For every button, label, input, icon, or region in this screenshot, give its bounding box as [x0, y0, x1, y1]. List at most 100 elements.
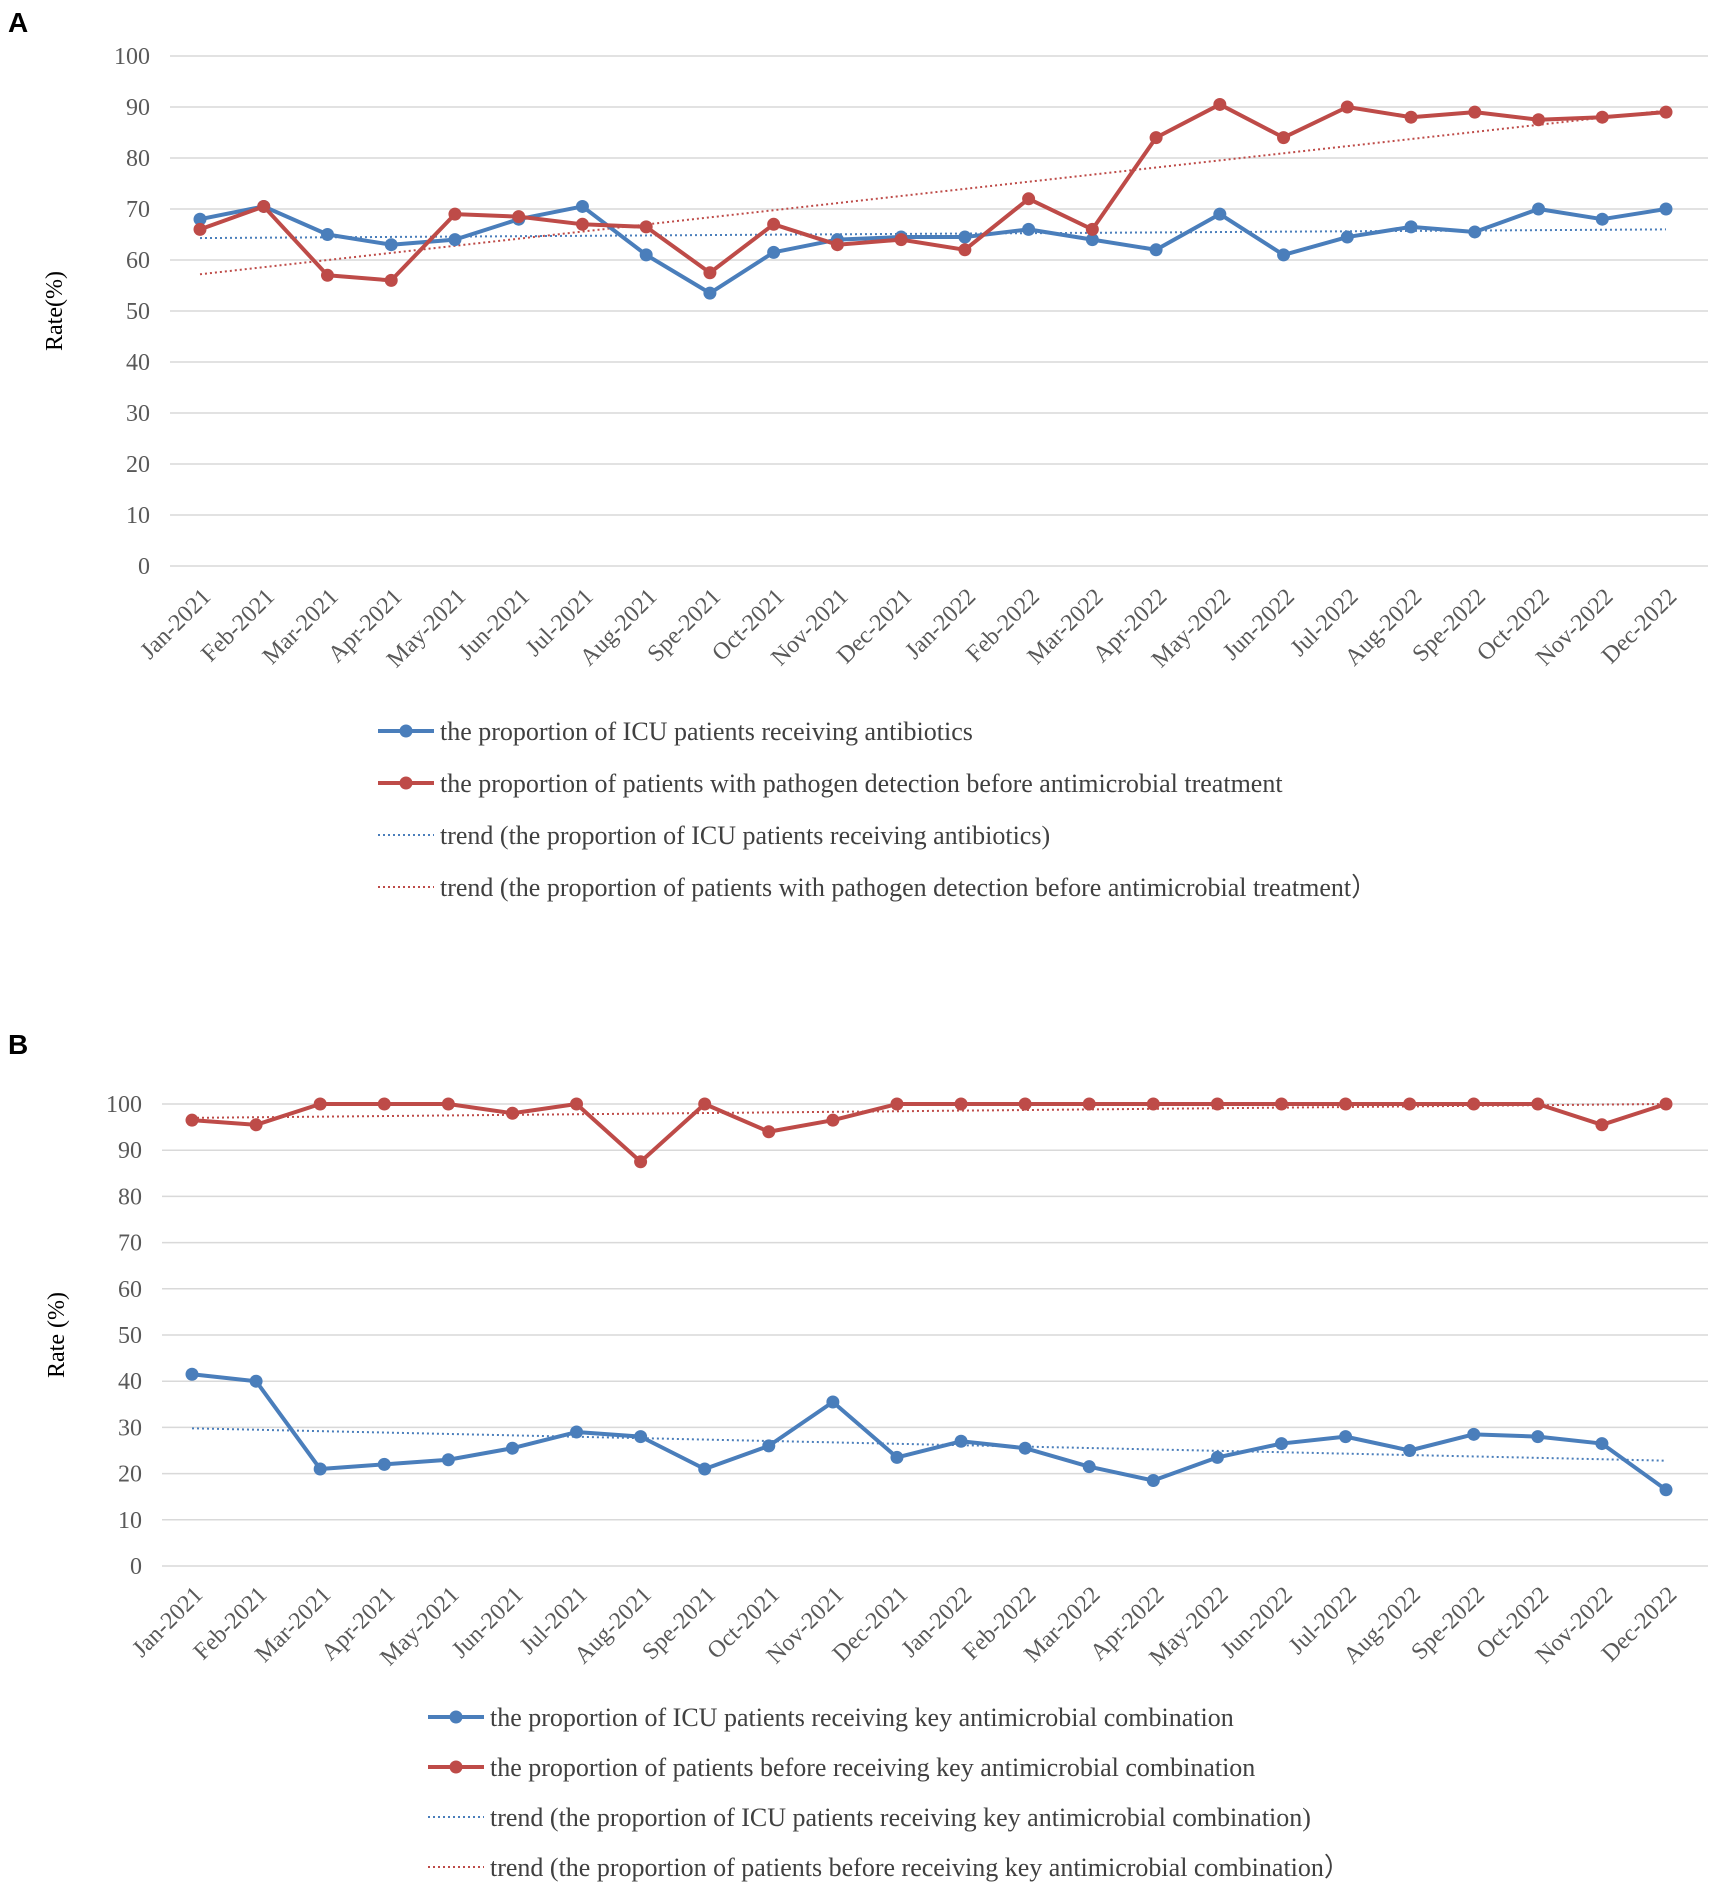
series-line — [199, 102, 1667, 283]
data-point — [193, 222, 207, 236]
trend-line — [199, 228, 1667, 240]
trend-line — [191, 1427, 1667, 1462]
trend-line — [199, 109, 1667, 276]
data-point — [890, 1450, 904, 1464]
data-point — [1022, 222, 1036, 236]
data-point — [767, 217, 781, 231]
data-point — [639, 220, 653, 234]
data-point — [193, 212, 207, 226]
y-tick-label: 70 — [118, 1231, 142, 1257]
data-point — [1213, 207, 1227, 221]
data-point — [377, 1457, 391, 1471]
legend-label: the proportion of patients with pathogen… — [440, 769, 1283, 798]
x-tick-label: Jun-2021 — [447, 1582, 529, 1664]
legend-swatch-marker — [399, 724, 413, 738]
data-point — [1277, 131, 1291, 145]
legend-swatch-marker — [449, 1710, 463, 1724]
y-axis-label: Rate(%) — [42, 271, 68, 351]
data-point — [575, 199, 589, 213]
data-point — [958, 230, 972, 244]
data-point — [448, 207, 462, 221]
data-point — [1595, 1118, 1609, 1132]
y-tick-label: 70 — [126, 197, 150, 223]
legend-label: the proportion of ICU patients receiving… — [440, 717, 973, 746]
data-point — [448, 233, 462, 247]
data-point — [320, 268, 334, 282]
data-point — [1659, 202, 1673, 216]
legend-label: the proportion of patients before receiv… — [490, 1753, 1255, 1782]
data-point — [958, 243, 972, 257]
data-point — [1082, 1097, 1096, 1111]
data-point — [1595, 110, 1609, 124]
data-point — [249, 1374, 263, 1388]
data-point — [1595, 212, 1609, 226]
data-point — [703, 266, 717, 280]
data-point — [1022, 192, 1036, 206]
legend-label: trend (the proportion of ICU patients re… — [490, 1803, 1311, 1832]
data-point — [384, 273, 398, 287]
data-point — [1274, 1437, 1288, 1451]
data-point — [1213, 97, 1227, 111]
data-point — [1532, 202, 1546, 216]
data-point — [575, 217, 589, 231]
data-point — [703, 286, 717, 300]
legend-label: the proportion of ICU patients receiving… — [490, 1703, 1234, 1732]
data-point — [634, 1430, 648, 1444]
data-point — [1531, 1430, 1545, 1444]
data-point — [1340, 230, 1354, 244]
data-point — [1659, 1483, 1673, 1497]
data-point — [1468, 105, 1482, 119]
data-point — [639, 248, 653, 262]
data-point — [698, 1097, 712, 1111]
y-tick-label: 10 — [126, 503, 150, 529]
y-tick-label: 60 — [118, 1277, 142, 1303]
data-point — [1339, 1430, 1353, 1444]
data-point — [1277, 248, 1291, 262]
data-point — [826, 1395, 840, 1409]
data-point — [1146, 1474, 1160, 1488]
data-point — [377, 1097, 391, 1111]
y-tick-label: 80 — [126, 146, 150, 172]
legend-label: trend (the proportion of ICU patients re… — [440, 821, 1050, 850]
y-tick-label: 0 — [130, 1554, 142, 1580]
y-tick-label: 60 — [126, 248, 150, 274]
panel-a-label: A — [8, 7, 28, 38]
y-tick-label: 30 — [126, 401, 150, 427]
data-point — [313, 1462, 327, 1476]
data-point — [1467, 1097, 1481, 1111]
data-point — [512, 210, 526, 224]
y-tick-label: 100 — [114, 44, 150, 70]
data-point — [698, 1462, 712, 1476]
series-line — [199, 204, 1667, 296]
data-point — [505, 1441, 519, 1455]
data-point — [1274, 1097, 1288, 1111]
y-tick-label: 20 — [126, 452, 150, 478]
data-point — [762, 1125, 776, 1139]
data-point — [1339, 1097, 1353, 1111]
trend-line — [191, 1103, 1667, 1119]
y-tick-label: 0 — [138, 554, 150, 580]
data-point — [320, 228, 334, 241]
data-point — [441, 1453, 455, 1467]
data-point — [954, 1097, 968, 1111]
data-point — [1018, 1097, 1032, 1111]
data-point — [826, 1113, 840, 1127]
data-point — [1659, 1097, 1673, 1111]
data-point — [1404, 220, 1418, 234]
data-point — [890, 1097, 904, 1111]
y-tick-label: 50 — [118, 1323, 142, 1349]
data-point — [1149, 243, 1163, 257]
data-point — [570, 1097, 584, 1111]
legend-swatch-marker — [399, 776, 413, 790]
data-point — [1210, 1450, 1224, 1464]
legend-label: trend (the proportion of patients before… — [490, 1853, 1350, 1882]
y-tick-label: 10 — [118, 1508, 142, 1534]
panel-a-chart: A 0102030405060708090100Rate(%)Jan-2021F… — [8, 7, 1708, 902]
data-point — [1085, 233, 1099, 247]
data-point — [1146, 1097, 1160, 1111]
x-tick-label: Jun-2021 — [453, 584, 535, 666]
series-line — [191, 1372, 1668, 1492]
data-point — [1531, 1097, 1545, 1111]
